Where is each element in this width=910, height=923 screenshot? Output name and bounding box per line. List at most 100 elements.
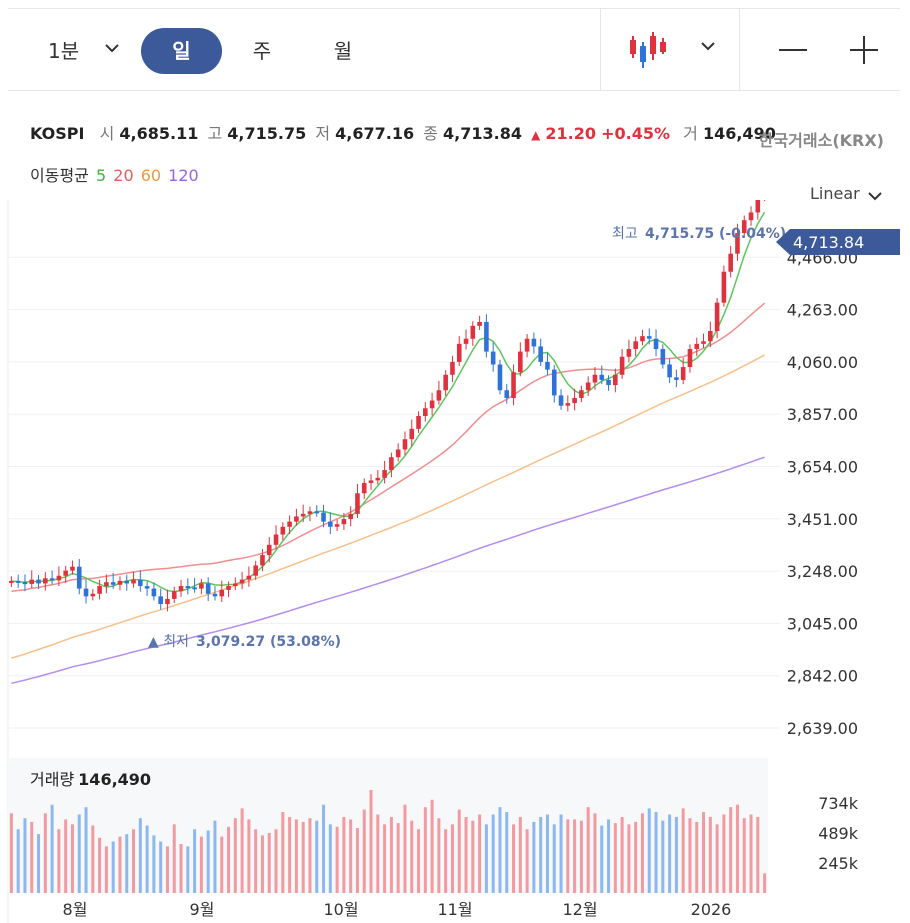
volume-bar (396, 823, 400, 893)
volume-bar (491, 814, 495, 893)
candle (104, 582, 109, 587)
zoom-out-icon[interactable] (775, 30, 811, 70)
candle (199, 583, 204, 589)
ma-legend-label: 이동평균 (30, 166, 89, 185)
tab-day[interactable]: 일 (141, 28, 222, 74)
volume-bar (681, 808, 685, 893)
change-value: 21.20 (545, 124, 597, 143)
candle (579, 390, 584, 398)
volume-bar (620, 816, 624, 893)
volume-bar (247, 819, 251, 893)
candle (599, 374, 605, 380)
candle (545, 361, 550, 370)
open-value: 4,685.11 (119, 124, 199, 143)
volume-bar (77, 814, 81, 893)
scale-mode-select[interactable]: Linear (810, 184, 860, 203)
candle (361, 482, 367, 494)
volume-panel-value: 146,490 (78, 770, 152, 789)
volume-bar (444, 829, 448, 893)
ma-legend[interactable]: 이동평균 5 20 60 120 (30, 162, 201, 186)
volume-y-tick-label: 245k (818, 854, 859, 873)
candle (171, 591, 177, 599)
candle (518, 351, 523, 373)
candle (226, 586, 231, 590)
candle (633, 341, 638, 350)
up-arrow-icon: ▲ (531, 128, 541, 142)
volume-bar (586, 807, 590, 893)
volume-bar (403, 804, 407, 893)
volume-bar (274, 829, 278, 893)
candle (328, 521, 333, 527)
volume-bar (654, 812, 658, 893)
candle (687, 349, 693, 368)
candle (395, 449, 401, 458)
volume-bar (294, 819, 298, 893)
volume-bar (138, 818, 142, 893)
volume-bar (193, 829, 197, 893)
candle (674, 377, 679, 380)
tab-week[interactable]: 주 (252, 39, 272, 63)
volume-y-tick-label: 489k (818, 824, 859, 843)
volume-bar (335, 826, 339, 893)
volume-bar (437, 818, 441, 893)
volume-bar (43, 813, 47, 893)
candle (192, 587, 197, 590)
volume-bar (749, 814, 753, 893)
candle (484, 321, 489, 352)
volume-bar (186, 846, 190, 893)
volume-bar (613, 823, 617, 893)
candle (266, 544, 272, 556)
ma20-label: 20 (113, 166, 134, 185)
candle (22, 582, 28, 585)
zoom-in-icon[interactable] (846, 30, 882, 70)
x-tick-label: 10월 (323, 900, 358, 919)
candle (314, 511, 320, 514)
volume-bar (722, 814, 726, 893)
candle (660, 349, 666, 365)
price-summary: KOSPI 시 4,685.11 고 4,715.75 저 4,677.16 종… (30, 120, 780, 144)
candle (70, 566, 75, 571)
volume-bar (742, 818, 746, 893)
volume-bar (267, 832, 271, 893)
candle (708, 330, 713, 342)
candle (76, 566, 82, 589)
chevron-down-icon[interactable] (866, 187, 884, 205)
volume-y-tick-label: 734k (818, 794, 859, 813)
volume-bar (50, 804, 54, 893)
candle (626, 349, 632, 357)
tab-month[interactable]: 월 (333, 39, 353, 63)
volume-bar (566, 819, 570, 893)
candle (97, 586, 102, 594)
high-label: 고 (207, 124, 223, 143)
y-tick-label: 3,045.00 (787, 614, 858, 633)
close-label: 종 (423, 124, 438, 143)
tab-1-minute[interactable]: 1분 (48, 39, 80, 63)
candle (368, 480, 374, 483)
candle (15, 580, 21, 583)
candle (29, 579, 35, 584)
candlestick-chart-type-icon[interactable] (628, 32, 670, 70)
candle (741, 220, 747, 234)
candle (694, 343, 700, 350)
volume-bar (545, 814, 549, 893)
candle (450, 361, 455, 375)
y-tick-label: 3,654.00 (787, 458, 858, 477)
candle (477, 321, 482, 326)
volume-bar (498, 807, 502, 893)
candle (606, 379, 611, 386)
chevron-down-icon[interactable] (698, 36, 718, 56)
volume-bar (668, 814, 672, 893)
ma20-line (11, 302, 766, 592)
volume-bar (627, 824, 631, 893)
candle (158, 596, 163, 605)
volume-bar (552, 824, 556, 893)
volume-bar (593, 813, 597, 893)
price-chart[interactable]: 2,639.00 2,842.00 3,045.00 3,248.00 3,451.00… (0, 200, 910, 923)
volume-label: 거 (683, 124, 698, 143)
candle (667, 364, 672, 378)
volume-bar (30, 821, 34, 893)
volume-bar (423, 807, 427, 893)
candle (124, 580, 130, 584)
chevron-down-icon[interactable] (102, 38, 122, 58)
toolbar-divider (739, 9, 740, 91)
